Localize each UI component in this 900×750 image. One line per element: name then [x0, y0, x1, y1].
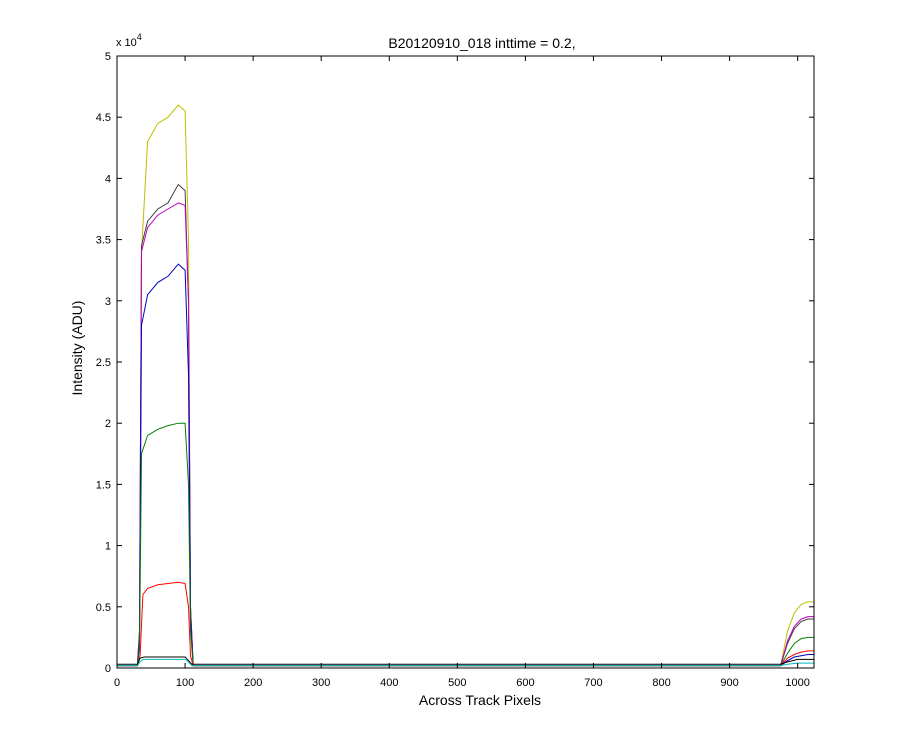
y-tick-label: 2	[105, 418, 111, 430]
series-line-3	[117, 202, 814, 667]
y-tick-label: 0.5	[96, 602, 111, 614]
series-line-8	[117, 656, 814, 665]
x-tick-label: 300	[312, 677, 330, 689]
chart-title: B20120910_018 inttime = 0.2,	[388, 35, 575, 51]
x-tick-label: 0	[114, 677, 120, 689]
x-tick-label: 1000	[785, 677, 809, 689]
series-line-4	[117, 263, 814, 667]
y-tick-label: 4	[105, 173, 111, 185]
y-tick-label: 5	[105, 51, 111, 63]
y-axis-label: Intensity (ADU)	[69, 301, 85, 396]
y-exponent-base: x 10	[116, 37, 137, 49]
x-tick-label: 800	[652, 677, 670, 689]
y-tick-label: 1	[105, 541, 111, 553]
series-line-5	[117, 422, 814, 667]
x-tick-label: 500	[448, 677, 466, 689]
y-tick-label: 4.5	[96, 112, 111, 124]
series-line-1	[117, 104, 814, 667]
x-tick-label: 900	[720, 677, 738, 689]
y-tick-label: 1.5	[96, 479, 111, 491]
x-tick-label: 100	[176, 677, 194, 689]
y-axis: 0 0.5 1 1.5 2 2.5 3 3.5 4 4.5 5	[96, 51, 814, 675]
x-tick-label: 700	[584, 677, 602, 689]
series-layer	[117, 104, 814, 667]
plot-frame	[116, 55, 815, 669]
y-tick-label: 3.5	[96, 235, 111, 247]
x-axis-label: Across Track Pixels	[419, 692, 541, 708]
y-tick-label: 3	[105, 296, 111, 308]
series-line-7	[117, 658, 814, 667]
y-tick-label: 0	[105, 663, 111, 675]
x-tick-label: 200	[244, 677, 262, 689]
x-axis: 0 100 200 300 400 500 600 700 800 900 1000	[114, 56, 810, 689]
y-exponent-power: 4	[137, 32, 142, 42]
series-line-6	[117, 581, 814, 667]
series-line-2	[117, 183, 814, 667]
x-tick-label: 400	[380, 677, 398, 689]
x-tick-label: 600	[516, 677, 534, 689]
y-axis-exponent: x 104	[116, 32, 142, 49]
y-tick-label: 2.5	[96, 357, 111, 369]
